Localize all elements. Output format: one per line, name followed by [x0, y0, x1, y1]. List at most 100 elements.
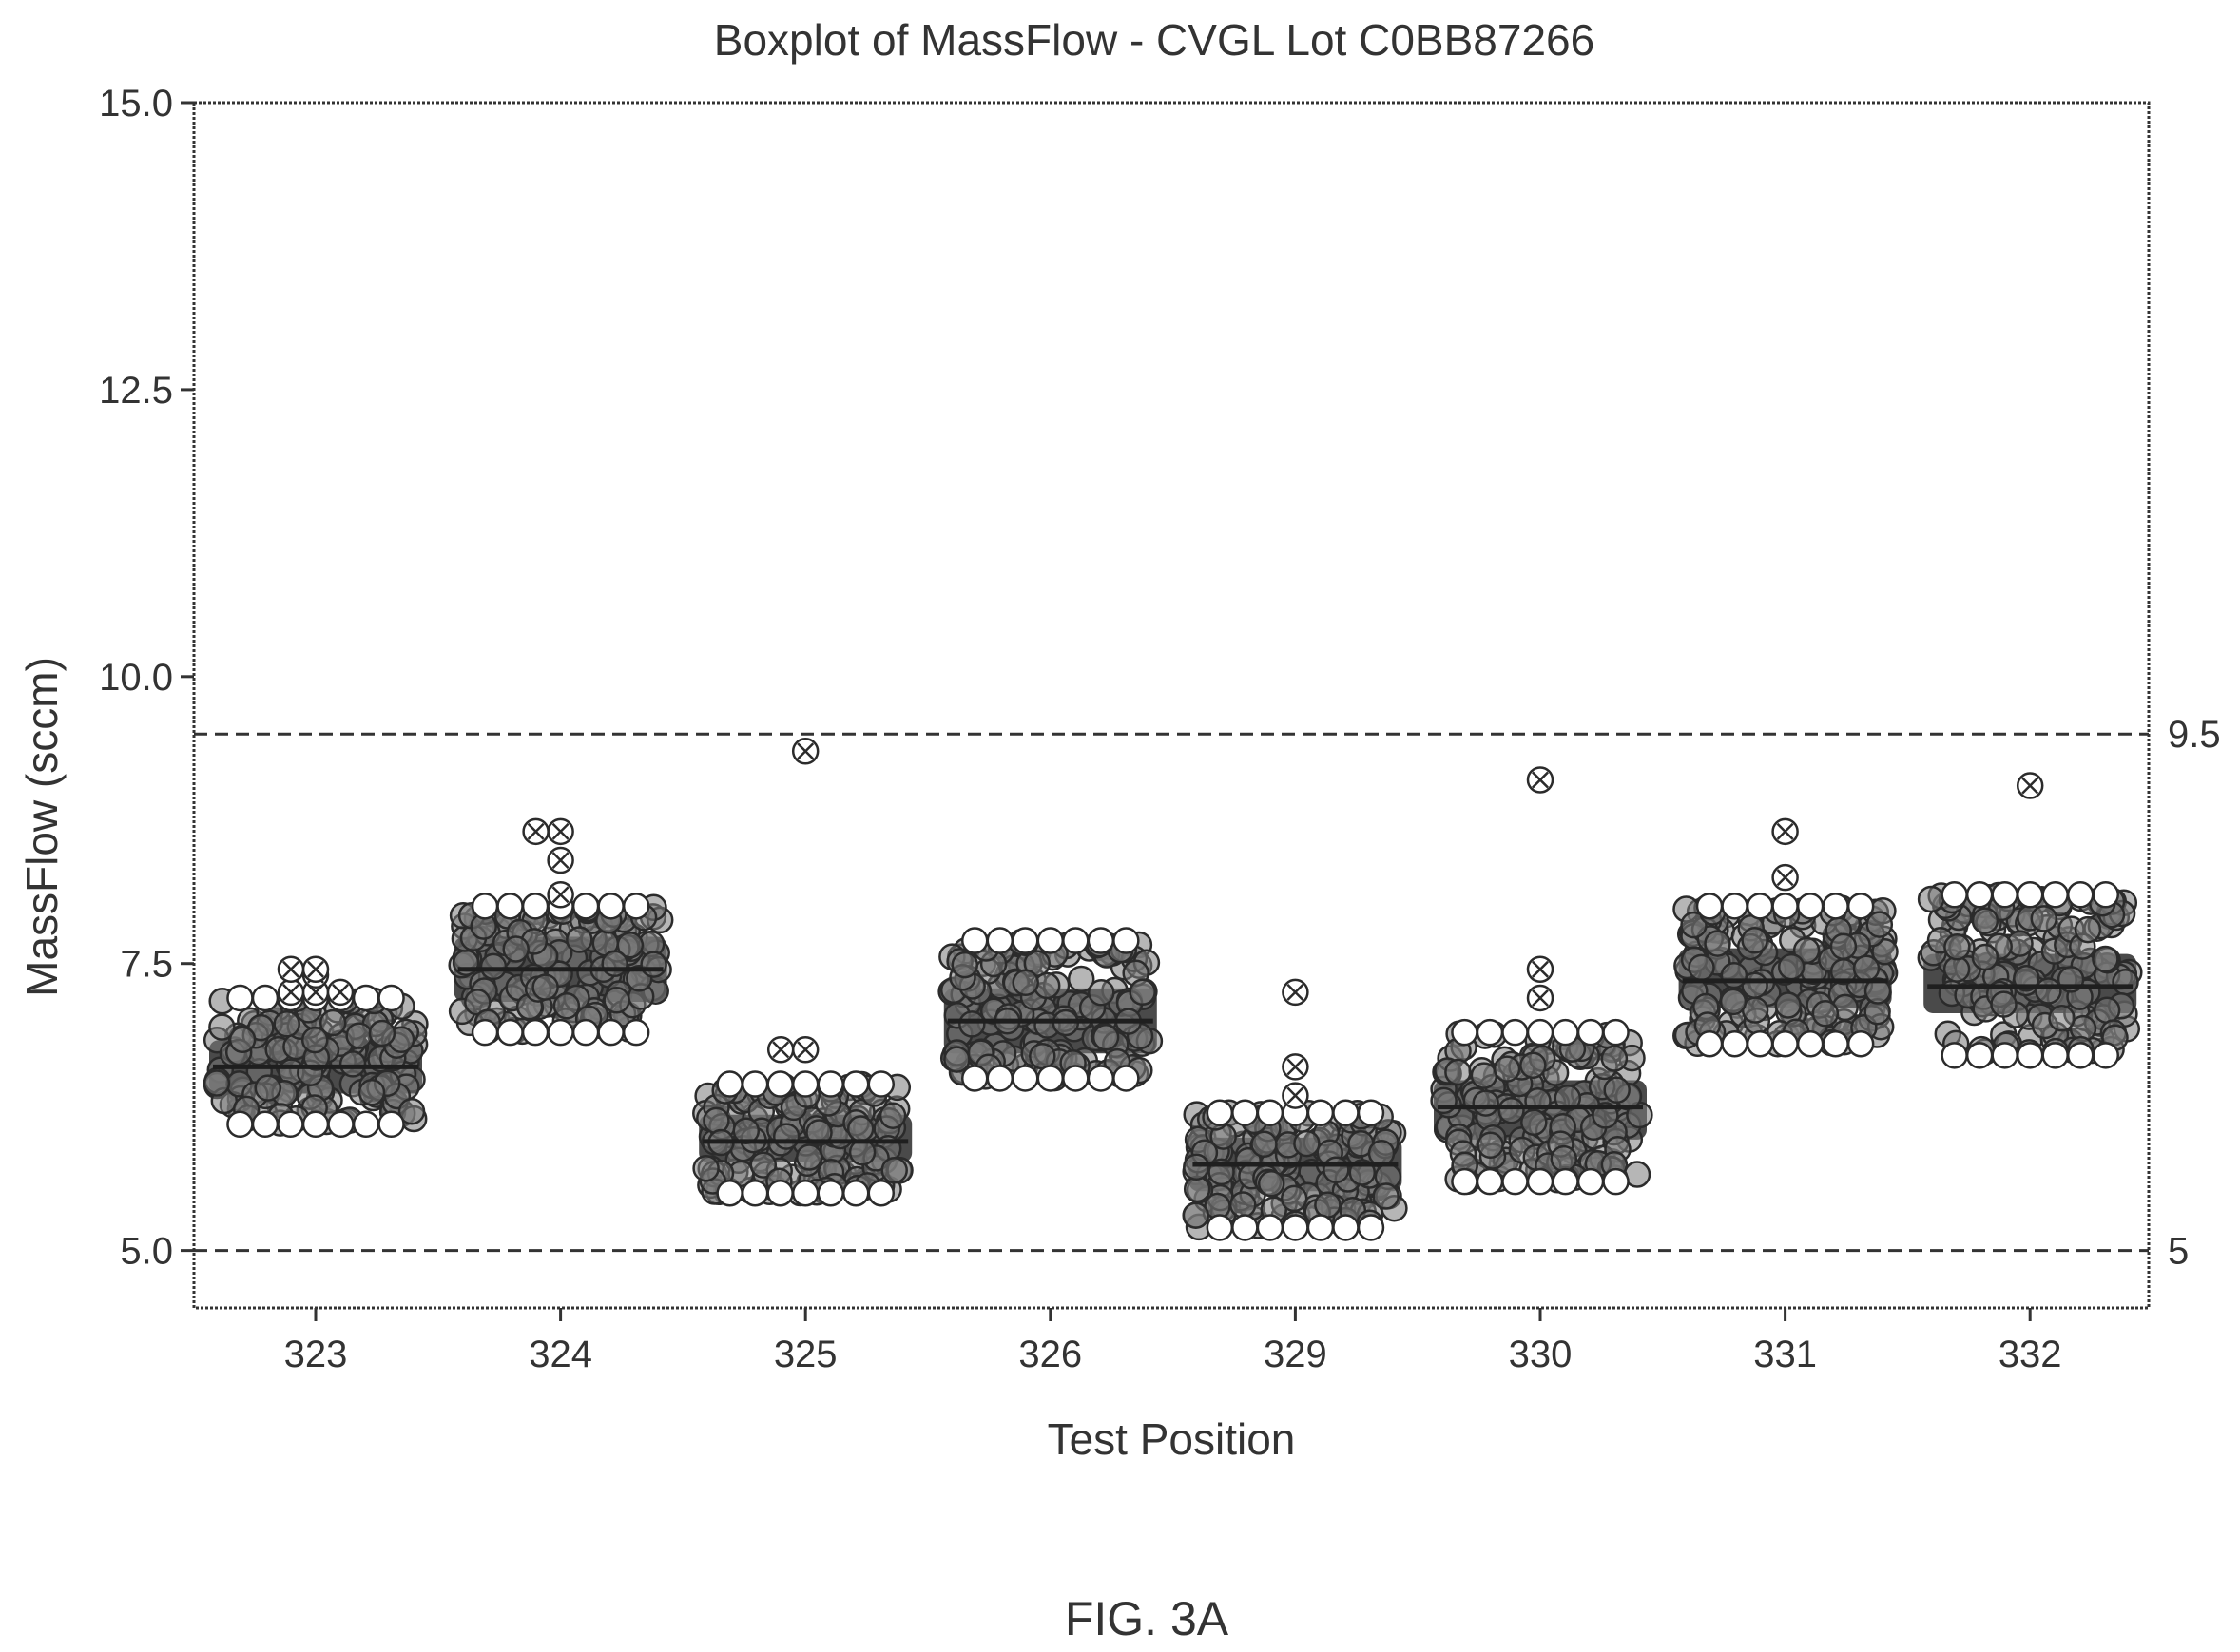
data-point — [749, 1151, 778, 1179]
data-point — [1206, 1214, 1234, 1241]
outlier-points — [277, 738, 2044, 1109]
data-point — [841, 1070, 870, 1098]
data-point — [766, 1179, 794, 1207]
data-point — [1067, 965, 1095, 993]
cluster-329 — [1182, 1099, 1408, 1241]
data-point — [1865, 911, 1894, 938]
data-point — [1323, 1156, 1350, 1184]
data-point — [571, 893, 600, 920]
data-point — [1603, 1076, 1631, 1105]
data-point — [228, 1026, 257, 1054]
data-point — [1476, 1167, 1504, 1196]
data-point — [1771, 893, 1799, 920]
outlier-point — [547, 817, 574, 846]
data-point — [867, 1070, 896, 1098]
data-point — [1036, 1065, 1065, 1092]
data-point — [1746, 1029, 1774, 1058]
outlier-point — [766, 1036, 795, 1064]
data-point — [1811, 1000, 1840, 1028]
data-point — [2074, 915, 2102, 944]
data-point — [1306, 1214, 1335, 1241]
data-point — [479, 952, 508, 981]
data-point — [1777, 952, 1806, 981]
data-point — [1526, 1018, 1554, 1047]
data-point — [1971, 943, 1999, 971]
data-point — [1519, 1051, 1547, 1080]
outlier-point — [277, 955, 305, 984]
data-point — [1720, 961, 1748, 989]
data-point — [716, 1179, 743, 1207]
y-tick-label: 15.0 — [99, 83, 173, 125]
outlier-point — [522, 817, 550, 846]
data-point — [377, 1110, 405, 1139]
data-point — [1552, 1018, 1579, 1047]
data-point — [1965, 1042, 1994, 1069]
data-point — [841, 1179, 870, 1207]
data-point — [208, 1013, 236, 1041]
data-point — [766, 1070, 794, 1098]
data-point — [2066, 1042, 2095, 1069]
data-point — [1231, 1214, 1259, 1241]
data-point — [1357, 1099, 1385, 1126]
data-point — [1822, 893, 1849, 920]
data-point — [1062, 1065, 1090, 1092]
data-point — [1306, 1099, 1335, 1126]
data-point — [1476, 1018, 1504, 1047]
data-point — [251, 984, 280, 1012]
data-point — [1991, 1042, 2018, 1069]
cluster-331 — [1672, 893, 1899, 1058]
data-point — [622, 1018, 650, 1047]
data-point — [1774, 991, 1802, 1019]
data-point — [1257, 1170, 1285, 1198]
cluster-324 — [448, 893, 674, 1047]
reference-line-label-1: 5 — [2168, 1231, 2189, 1273]
data-point — [327, 1110, 355, 1139]
x-axis-label: Test Position — [1048, 1414, 1296, 1464]
data-point — [958, 1010, 986, 1038]
data-point — [867, 1179, 896, 1207]
data-point — [1695, 893, 1724, 920]
data-point — [597, 893, 625, 920]
data-point — [1451, 1018, 1478, 1047]
data-point — [986, 1065, 1014, 1092]
y-tick-label: 12.5 — [99, 370, 173, 412]
data-point — [741, 1179, 769, 1207]
cluster-326 — [937, 927, 1164, 1092]
data-point — [300, 1026, 329, 1054]
data-point — [703, 1106, 730, 1135]
data-point — [1721, 1029, 1748, 1058]
data-point — [226, 1110, 254, 1139]
y-axis: 5.0 7.5 10.0 12.5 15.0 — [99, 83, 194, 1273]
data-point — [603, 987, 630, 1014]
outlier-point — [326, 978, 355, 1007]
outlier-point — [1771, 817, 1799, 846]
data-point — [1941, 881, 1968, 909]
data-point — [1012, 969, 1039, 997]
data-point — [1182, 1201, 1209, 1229]
data-point — [1602, 1167, 1630, 1196]
data-point — [203, 1069, 231, 1097]
data-point — [716, 1070, 743, 1098]
data-point — [1367, 1139, 1396, 1167]
data-point — [1314, 1191, 1342, 1219]
data-point — [1501, 1018, 1529, 1047]
y-axis-label: MassFlow (sccm) — [17, 657, 67, 997]
data-point — [1256, 1214, 1284, 1241]
data-point — [1231, 1099, 1259, 1126]
data-point — [986, 927, 1014, 954]
data-point — [1129, 978, 1156, 1007]
data-point — [1852, 954, 1881, 983]
data-point — [1497, 1096, 1525, 1124]
data-point — [1332, 1214, 1360, 1241]
data-point — [1206, 1099, 1234, 1126]
x-axis: 323 324 325 326 329 330 331 332 — [284, 1308, 2062, 1375]
data-point — [2092, 881, 2120, 909]
data-point — [791, 1070, 820, 1098]
data-point — [1372, 1182, 1400, 1210]
data-point — [273, 1010, 300, 1038]
x-tick-label: 323 — [284, 1334, 348, 1375]
data-point — [226, 984, 254, 1012]
outlier-point — [547, 881, 574, 909]
data-point — [1526, 1167, 1554, 1196]
x-tick-label: 326 — [1018, 1334, 1082, 1375]
